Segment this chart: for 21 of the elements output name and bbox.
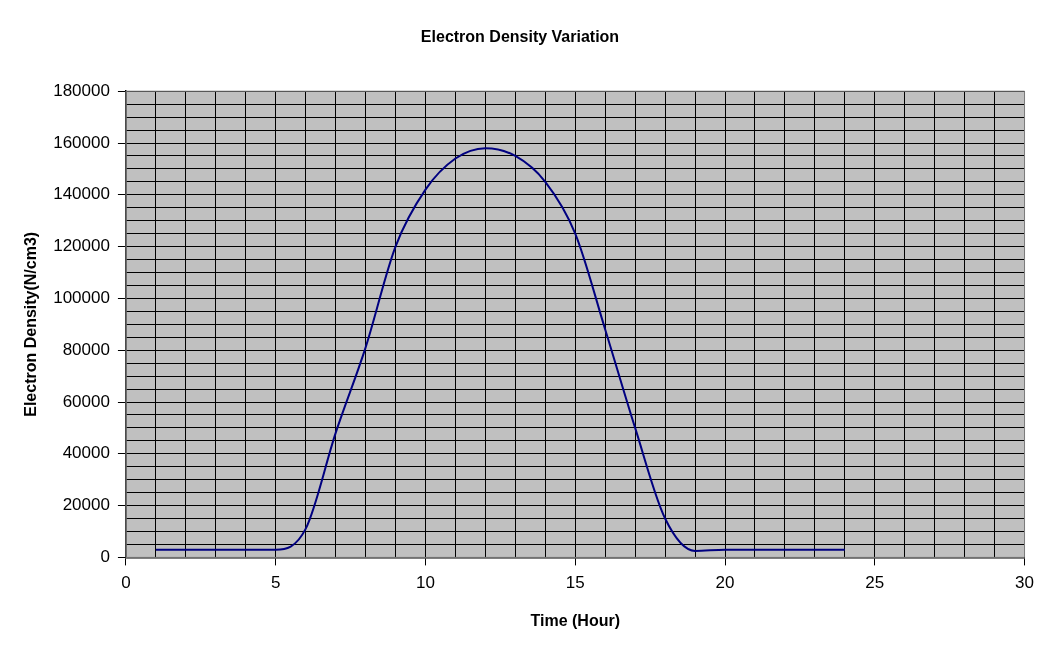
x-axis-title: Time (Hour) xyxy=(530,611,620,629)
x-tick-label: 30 xyxy=(1015,573,1035,593)
x-tick-label: 10 xyxy=(416,573,435,593)
x-tick-label: 25 xyxy=(865,573,885,593)
y-tick-label: 180000 xyxy=(53,80,110,100)
chart-title: Electron Density Variation xyxy=(420,28,620,46)
y-tick-label: 0 xyxy=(100,547,110,567)
y-tick-label: 160000 xyxy=(53,132,110,152)
x-tick-label: 0 xyxy=(121,573,131,593)
y-tick-label: 80000 xyxy=(62,339,110,359)
y-tick-label: 140000 xyxy=(53,184,110,204)
y-tick-label: 40000 xyxy=(62,443,110,463)
y-tick-label: 100000 xyxy=(53,288,110,308)
x-tick-label: 15 xyxy=(565,573,585,593)
x-tick-label: 20 xyxy=(715,573,735,593)
y-tick-label: 20000 xyxy=(62,495,110,515)
y-tick-label: 120000 xyxy=(53,236,110,256)
y-axis-title: Electron Density(N/cm3) xyxy=(22,231,40,417)
x-tick-label: 5 xyxy=(270,573,281,593)
line-series xyxy=(154,147,846,552)
y-tick-label: 60000 xyxy=(62,391,110,411)
